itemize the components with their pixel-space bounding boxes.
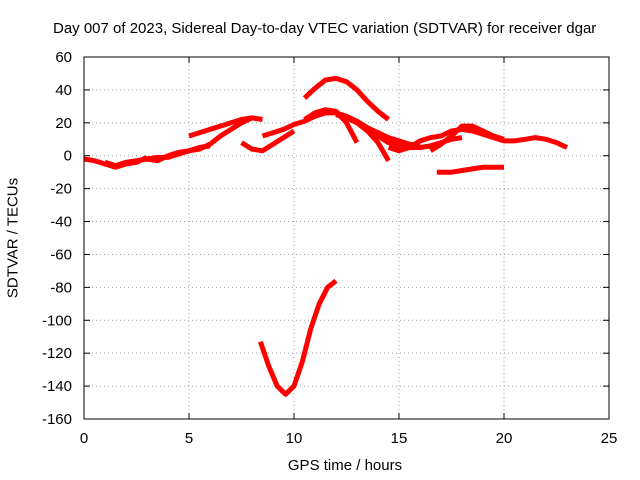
series-line-arc-8 [303, 107, 360, 144]
grid-layer [84, 57, 609, 419]
x-tick-label: 10 [286, 430, 303, 447]
x-tick-label: 20 [496, 430, 513, 447]
series-line-arc-4 [188, 115, 263, 139]
x-tick-label: 15 [391, 430, 408, 447]
chart-title: Day 007 of 2023, Sidereal Day-to-day VTE… [53, 20, 597, 37]
y-tick-label: -80 [50, 279, 72, 296]
plot-frame [83, 56, 610, 420]
y-tick-label: 20 [55, 115, 72, 132]
y-tick-label: -40 [50, 214, 72, 231]
axis-layer: 0 5 10 15 20 25 60 40 20 0 -20 -40 -60 -80 -100 -120 -14… [42, 49, 617, 447]
y-tick-label: 0 [64, 148, 72, 165]
series-line-arc-5 [240, 128, 296, 154]
x-tick-label: 5 [185, 430, 193, 447]
y-tick-label: -140 [42, 378, 72, 395]
x-axis-label: GPS time / hours [287, 457, 403, 474]
y-tick-label: -60 [50, 246, 72, 263]
series-layer [83, 75, 569, 397]
y-tick-label: -100 [42, 312, 72, 329]
x-tick-label: 25 [601, 430, 618, 447]
series-line-arc-13 [436, 164, 504, 175]
series-line-arc-7 [302, 75, 391, 122]
series-line-arc-3 [146, 143, 211, 164]
y-tick-label: 40 [55, 82, 72, 99]
x-tick-label: 0 [80, 430, 88, 447]
series-line-arc-14 [258, 278, 338, 397]
y-tick-label: 60 [55, 49, 72, 66]
y-tick-label: -160 [42, 411, 72, 428]
y-tick-label: -20 [50, 181, 72, 198]
y-tick-label: -120 [42, 345, 72, 362]
series-line-arc-12 [429, 123, 505, 153]
series-line-arc-11 [387, 126, 569, 154]
